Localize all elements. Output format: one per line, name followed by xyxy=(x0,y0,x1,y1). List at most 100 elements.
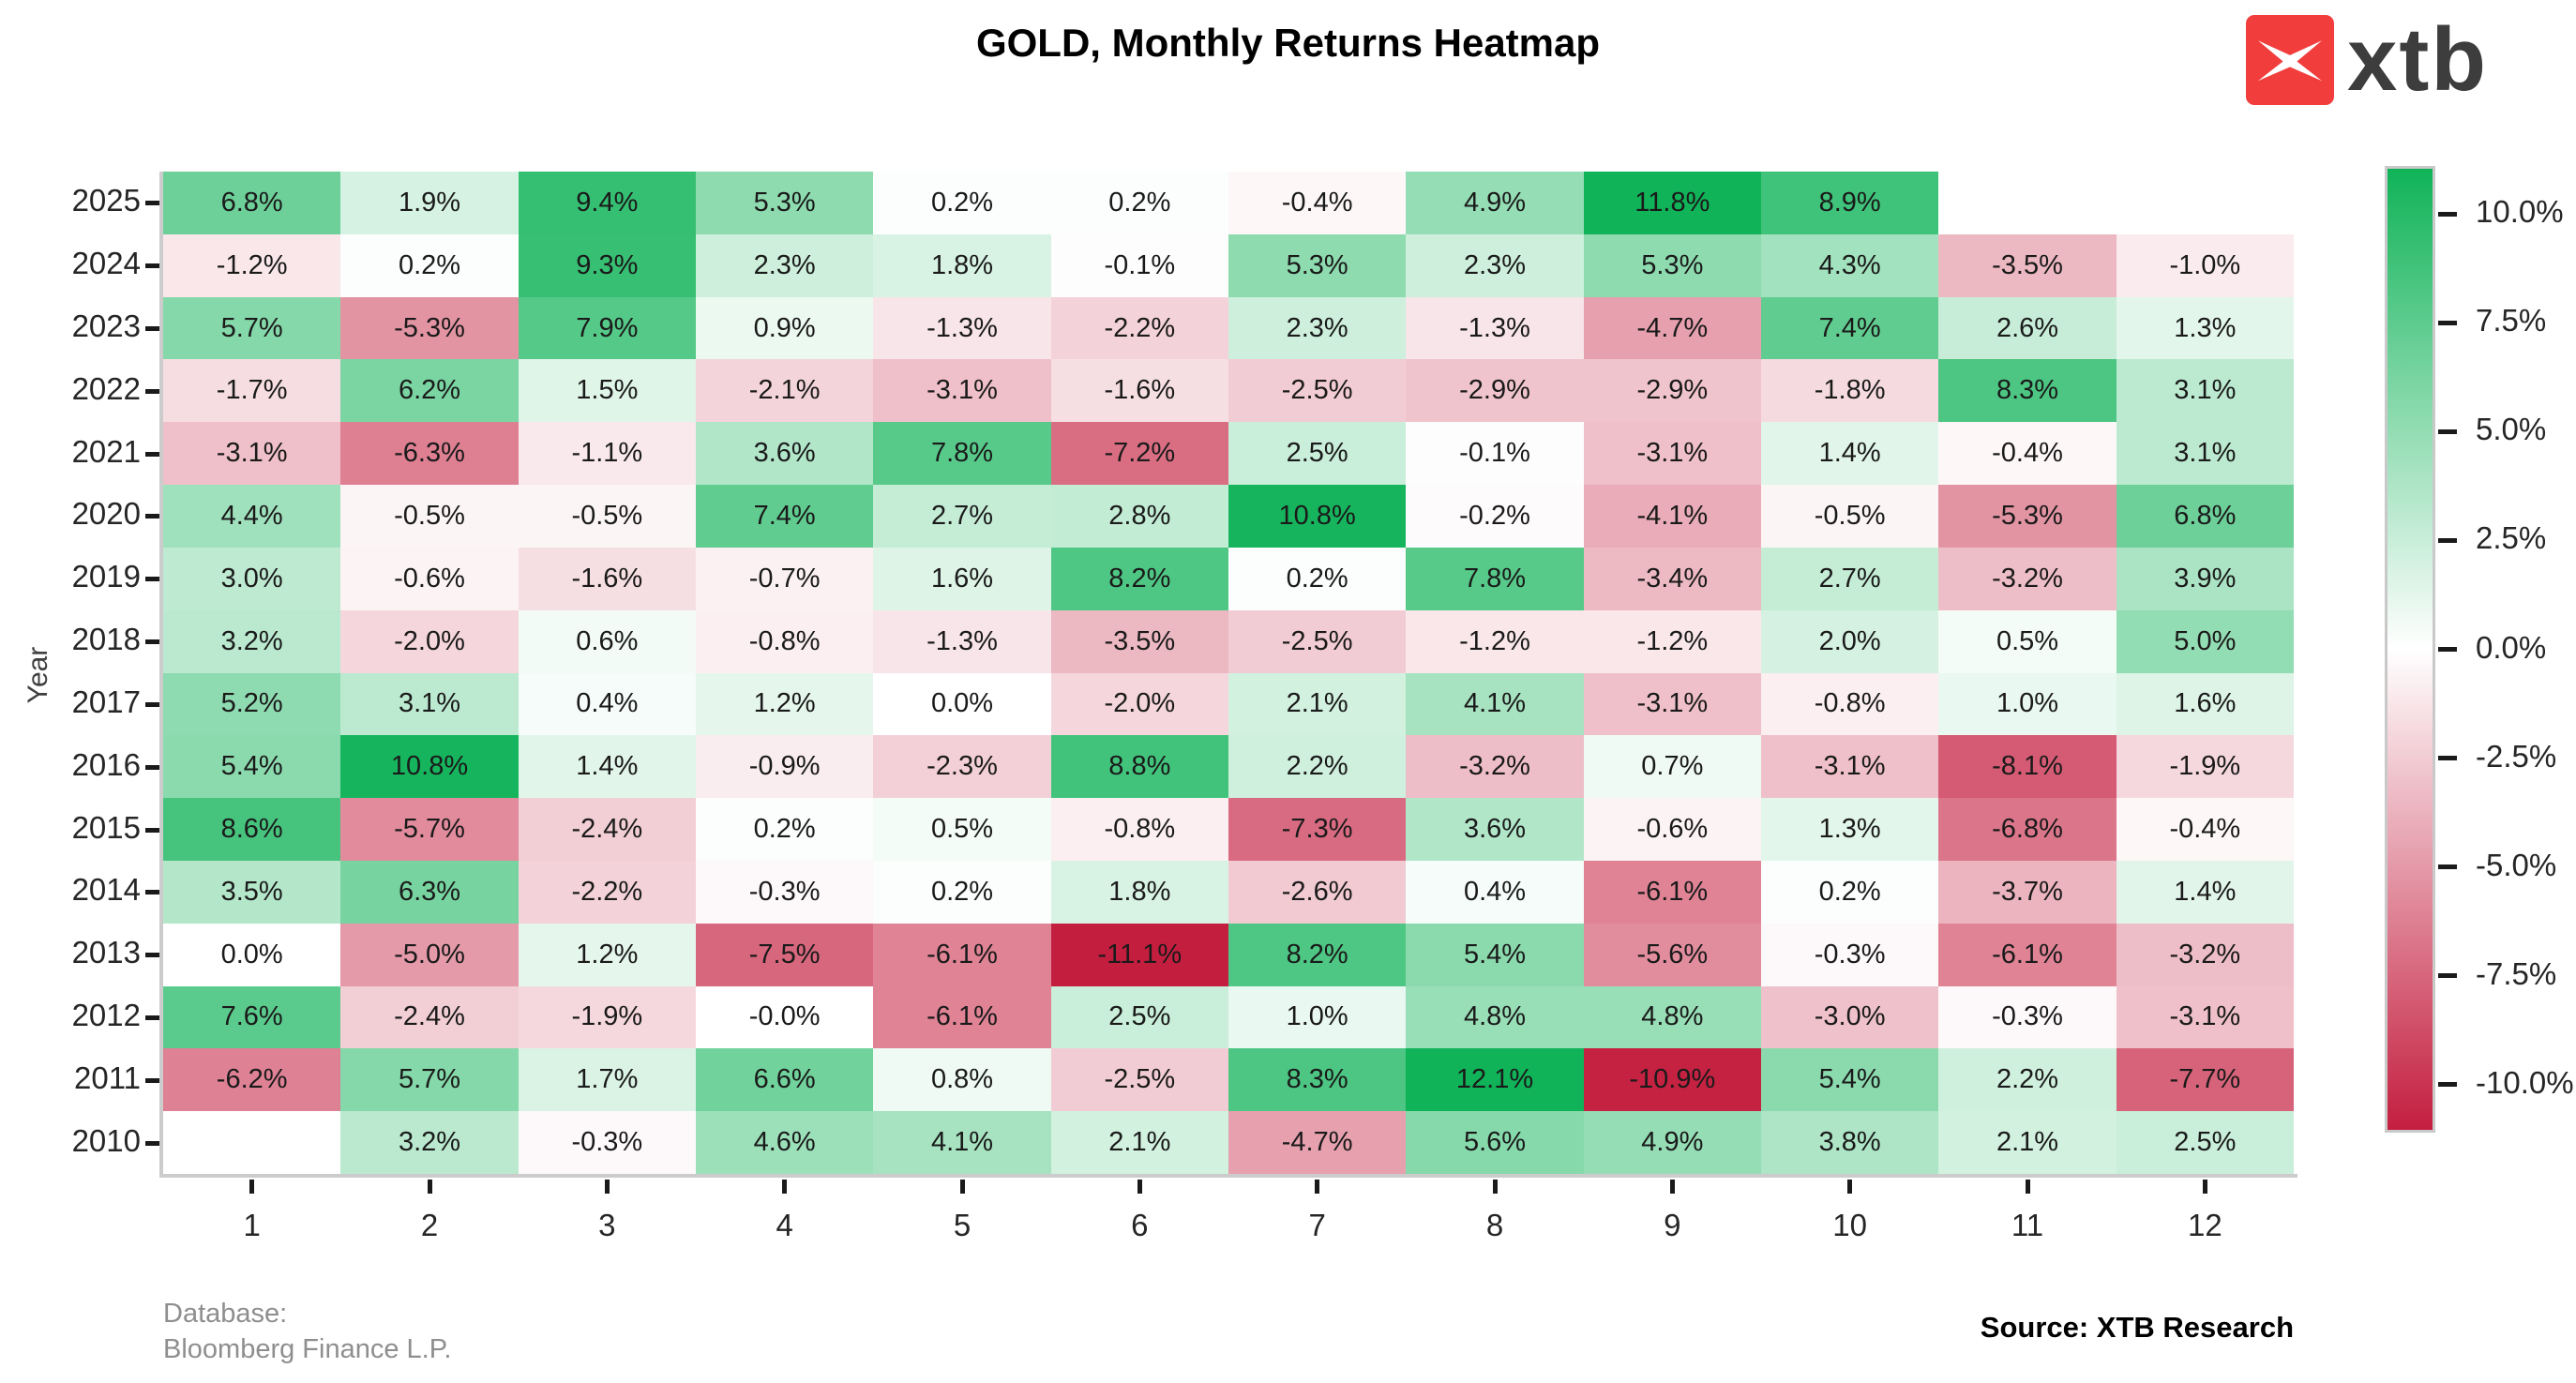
x-tick-label-5: 5 xyxy=(953,1208,972,1242)
heatmap-cell-2019-m6: 8.2% xyxy=(1050,547,1228,610)
y-tick-mark xyxy=(145,326,159,332)
heatmap-cell-2016-m8: -3.2% xyxy=(1406,735,1584,799)
heatmap-cell-2018-m4: -0.8% xyxy=(695,609,874,673)
heatmap-cell-2017-m6: -2.0% xyxy=(1050,672,1228,736)
heatmap-cell-2023-m8: -1.3% xyxy=(1406,296,1584,360)
heatmap-cell-2013-m7: 8.2% xyxy=(1228,923,1407,986)
y-tick-label-2021: 2021 xyxy=(71,433,141,469)
heatmap-cell-2020-m4: 7.4% xyxy=(695,485,874,548)
heatmap-cell-2021-m11: -0.4% xyxy=(1938,422,2117,486)
colorbar-tick-mark xyxy=(2438,537,2457,543)
heatmap-cell-2014-m1: 3.5% xyxy=(163,860,341,924)
heatmap-cell-2011-m9: -10.9% xyxy=(1583,1048,1761,1112)
heatmap-cell-2018-m11: 0.5% xyxy=(1938,609,2117,673)
heatmap-cell-2012-m8: 4.8% xyxy=(1406,985,1584,1049)
heatmap-cell-2015-m1: 8.6% xyxy=(163,798,341,861)
heatmap-cell-2019-m7: 0.2% xyxy=(1228,547,1407,610)
x-tick-label-1: 1 xyxy=(243,1208,261,1242)
heatmap-cell-2012-m9: 4.8% xyxy=(1583,985,1761,1049)
y-tick-mark xyxy=(145,1015,159,1020)
heatmap-cell-2024-m2: 0.2% xyxy=(340,233,519,297)
heatmap-cell-2019-m11: -3.2% xyxy=(1938,547,2117,610)
heatmap-cell-2023-m6: -2.2% xyxy=(1050,296,1228,360)
colorbar-tick-label-10.0%: 10.0% xyxy=(2476,194,2564,230)
heatmap-cell-2011-m11: 2.2% xyxy=(1938,1048,2117,1112)
y-tick-mark xyxy=(145,451,159,457)
heatmap-cell-2020-m2: -0.5% xyxy=(340,485,519,548)
heatmap-cell-2022-m4: -2.1% xyxy=(695,359,874,423)
y-tick-label-2016: 2016 xyxy=(71,746,141,782)
heatmap-cell-2010-m12: 2.5% xyxy=(2116,1111,2294,1174)
heatmap-grid: 6.8% 1.9% 9.4% 5.3% 0.2% 0.2% -0.4% 4.9% 11.8% 8.… xyxy=(163,172,2294,1174)
x-tick-mark xyxy=(604,1180,610,1194)
heatmap-cell-2021-m8: -0.1% xyxy=(1406,422,1584,486)
heatmap-cell-2015-m7: -7.3% xyxy=(1228,798,1407,861)
heatmap-cell-2023-m5: -1.3% xyxy=(873,296,1051,360)
x-tick-mark xyxy=(1137,1180,1142,1194)
heatmap-cell-2020-m9: -4.1% xyxy=(1583,485,1761,548)
heatmap-cell-2024-m10: 4.3% xyxy=(1760,233,1939,297)
heatmap-cell-2019-m9: -3.4% xyxy=(1583,547,1761,610)
heatmap-cell-2013-m9: -5.6% xyxy=(1583,923,1761,986)
colorbar-tick-mark xyxy=(2438,647,2457,652)
heatmap-cell-2020-m5: 2.7% xyxy=(873,485,1051,548)
heatmap-cell-2024-m1: -1.2% xyxy=(163,233,341,297)
y-tick-label-2024: 2024 xyxy=(71,246,141,281)
heatmap-cell-2021-m4: 3.6% xyxy=(695,422,874,486)
heatmap-cell-2012-m3: -1.9% xyxy=(518,985,696,1049)
heatmap-cell-2016-m11: -8.1% xyxy=(1938,735,2117,799)
heatmap-cell-2011-m3: 1.7% xyxy=(518,1048,696,1112)
y-tick-mark xyxy=(145,1077,159,1083)
heatmap-cell-2021-m9: -3.1% xyxy=(1583,422,1761,486)
heatmap-cell-2017-m7: 2.1% xyxy=(1228,672,1407,736)
heatmap-cell-2016-m6: 8.8% xyxy=(1050,735,1228,799)
heatmap-cell-2024-m9: 5.3% xyxy=(1583,233,1761,297)
heatmap-cell-2022-m11: 8.3% xyxy=(1938,359,2117,423)
heatmap-cell-2018-m3: 0.6% xyxy=(518,609,696,673)
database-note: Database: Bloomberg Finance L.P. xyxy=(163,1296,451,1367)
xtb-logo: xtb xyxy=(2246,15,2488,105)
heatmap-cell-2013-m1: 0.0% xyxy=(163,923,341,986)
colorbar-tick-mark xyxy=(2438,211,2457,217)
heatmap-cell-2010-m2: 3.2% xyxy=(340,1111,519,1174)
heatmap-cell-2023-m1: 5.7% xyxy=(163,296,341,360)
heatmap-cell-2013-m4: -7.5% xyxy=(695,923,874,986)
heatmap-cell-2023-m9: -4.7% xyxy=(1583,296,1761,360)
heatmap-cell-2012-m10: -3.0% xyxy=(1760,985,1939,1049)
heatmap-cell-2025-m6: 0.2% xyxy=(1050,172,1228,234)
heatmap-cell-2010-m8: 5.6% xyxy=(1406,1111,1584,1174)
heatmap-cell-2019-m8: 7.8% xyxy=(1406,547,1584,610)
heatmap-cell-2024-m8: 2.3% xyxy=(1406,233,1584,297)
heatmap-cell-2023-m11: 2.6% xyxy=(1938,296,2117,360)
heatmap-cell-2017-m12: 1.6% xyxy=(2116,672,2294,736)
x-tick-mark xyxy=(427,1180,432,1194)
x-tick-label-4: 4 xyxy=(776,1208,793,1242)
heatmap-cell-2014-m10: 0.2% xyxy=(1760,860,1939,924)
heatmap-cell-2022-m7: -2.5% xyxy=(1228,359,1407,423)
heatmap-cell-2022-m12: 3.1% xyxy=(2116,359,2294,423)
y-tick-mark xyxy=(145,577,159,582)
heatmap-cell-2025-m8: 4.9% xyxy=(1406,172,1584,234)
heatmap-cell-2025-m10: 8.9% xyxy=(1760,172,1939,234)
heatmap-cell-2011-m12: -7.7% xyxy=(2116,1048,2294,1112)
heatmap-cell-2021-m5: 7.8% xyxy=(873,422,1051,486)
colorbar-tick-label--10.0%: -10.0% xyxy=(2476,1064,2574,1100)
y-tick-label-2017: 2017 xyxy=(71,684,141,719)
heatmap-cell-2021-m1: -3.1% xyxy=(163,422,341,486)
heatmap-cell-2023-m2: -5.3% xyxy=(340,296,519,360)
heatmap-cell-2015-m5: 0.5% xyxy=(873,798,1051,861)
colorbar-tick-mark xyxy=(2438,864,2457,870)
x-tick-label-2: 2 xyxy=(420,1208,439,1242)
heatmap-cell-2022-m10: -1.8% xyxy=(1760,359,1939,423)
heatmap-cell-2018-m9: -1.2% xyxy=(1583,609,1761,673)
heatmap-cell-2018-m2: -2.0% xyxy=(340,609,519,673)
xtb-logo-mark xyxy=(2246,15,2334,105)
heatmap-cell-2018-m10: 2.0% xyxy=(1760,609,1939,673)
heatmap-cell-2011-m8: 12.1% xyxy=(1406,1048,1584,1112)
heatmap-cell-2017-m10: -0.8% xyxy=(1760,672,1939,736)
heatmap-cell-2013-m12: -3.2% xyxy=(2116,923,2294,986)
heatmap-cell-2014-m8: 0.4% xyxy=(1406,860,1584,924)
heatmap-cell-2024-m5: 1.8% xyxy=(873,233,1051,297)
heatmap-cell-2020-m6: 2.8% xyxy=(1050,485,1228,548)
y-tick-mark xyxy=(145,639,159,645)
